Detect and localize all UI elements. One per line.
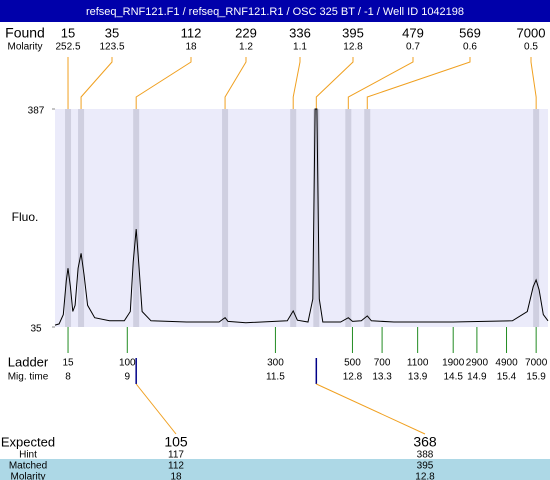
found-size: 112 bbox=[181, 25, 202, 40]
found-size: 569 bbox=[459, 25, 481, 40]
found-molarity: 0.7 bbox=[406, 42, 420, 53]
expected-connector bbox=[135, 383, 177, 435]
y-axis-label: Fluo. bbox=[12, 210, 39, 224]
ladder-size: 100 bbox=[119, 358, 136, 369]
found-size: 395 bbox=[342, 25, 364, 40]
found-label: Found bbox=[5, 25, 45, 41]
hint-label: Hint bbox=[19, 450, 37, 461]
expected-label: Expected bbox=[1, 434, 55, 449]
header-title: refseq_RNF121.F1 / refseq_RNF121.R1 / OS… bbox=[86, 6, 464, 18]
ladder-mig-time: 9 bbox=[125, 372, 131, 383]
found-molarity: 252.5 bbox=[55, 42, 80, 53]
found-size: 229 bbox=[235, 25, 257, 40]
matched-value: 395 bbox=[417, 461, 434, 472]
found-size: 7000 bbox=[517, 25, 546, 40]
matched-rows-bg bbox=[0, 459, 550, 480]
peak-band bbox=[313, 109, 320, 327]
ladder-mig-time: 14.5 bbox=[443, 372, 463, 383]
matched-value: 112 bbox=[168, 461, 184, 472]
ladder-mig-time: 13.3 bbox=[372, 372, 392, 383]
hint-value: 388 bbox=[417, 450, 434, 461]
found-size: 479 bbox=[402, 25, 424, 40]
ladder-size: 500 bbox=[344, 358, 361, 369]
ladder-mig-time: 12.8 bbox=[343, 372, 363, 383]
molarity-value: 12.8 bbox=[415, 472, 435, 480]
ladder-mig-time: 13.9 bbox=[408, 372, 428, 383]
hint-value: 117 bbox=[168, 450, 184, 461]
peak-connector bbox=[347, 57, 414, 109]
peak-band bbox=[222, 109, 229, 327]
trace bbox=[54, 108, 549, 326]
ladder-size: 700 bbox=[374, 358, 391, 369]
ladder-size: 15 bbox=[62, 358, 74, 369]
peak-band bbox=[78, 109, 85, 327]
ladder-size: 4900 bbox=[495, 358, 518, 369]
ladder-size: 1900 bbox=[442, 358, 465, 369]
peak-connector bbox=[224, 57, 247, 109]
ladder-size: 2900 bbox=[466, 358, 489, 369]
ladder-size: 1100 bbox=[407, 358, 429, 369]
peak-connector bbox=[135, 57, 192, 109]
found-size: 15 bbox=[61, 25, 75, 40]
plot-area bbox=[55, 109, 548, 327]
ladder-size: 7000 bbox=[525, 358, 548, 369]
peak-band bbox=[345, 109, 352, 327]
ladder-mig-time: 8 bbox=[65, 372, 71, 383]
expected-connector bbox=[316, 383, 426, 435]
peak-band bbox=[290, 109, 297, 327]
found-molarity: 123.5 bbox=[99, 42, 124, 53]
ladder-time-label: Mig. time bbox=[8, 372, 49, 383]
matched-label: Matched bbox=[9, 461, 47, 472]
peak-connector bbox=[366, 57, 471, 109]
found-molarity: 0.6 bbox=[463, 42, 477, 53]
y-tick-label: 387 bbox=[28, 106, 45, 117]
header-bar bbox=[0, 0, 550, 22]
molarity-value: 18 bbox=[170, 472, 182, 480]
expected-value: 105 bbox=[164, 434, 188, 450]
y-tick-label: 35 bbox=[30, 324, 42, 335]
peak-band bbox=[533, 109, 540, 327]
ladder-mig-time: 15.9 bbox=[526, 372, 546, 383]
found-size: 35 bbox=[105, 25, 119, 40]
found-molarity-label: Molarity bbox=[7, 42, 42, 53]
ladder-mig-time: 15.4 bbox=[497, 372, 517, 383]
peak-connector bbox=[315, 57, 354, 109]
found-molarity: 1.1 bbox=[293, 42, 307, 53]
found-molarity: 0.5 bbox=[524, 42, 538, 53]
found-molarity: 12.8 bbox=[343, 42, 363, 53]
peak-connector bbox=[292, 57, 301, 109]
peak-band bbox=[65, 109, 72, 327]
expected-value: 368 bbox=[413, 434, 437, 450]
peak-connector bbox=[80, 57, 113, 109]
found-molarity: 1.2 bbox=[239, 42, 253, 53]
ladder-size: 300 bbox=[267, 358, 284, 369]
ladder-mig-time: 14.9 bbox=[467, 372, 487, 383]
peak-connector bbox=[530, 57, 537, 109]
ladder-label: Ladder bbox=[8, 354, 49, 369]
found-size: 336 bbox=[289, 25, 311, 40]
molarity-label: Molarity bbox=[10, 472, 45, 480]
ladder-mig-time: 11.5 bbox=[266, 372, 285, 383]
peak-band bbox=[364, 109, 371, 327]
found-molarity: 18 bbox=[185, 42, 197, 53]
peak-band bbox=[133, 109, 140, 327]
